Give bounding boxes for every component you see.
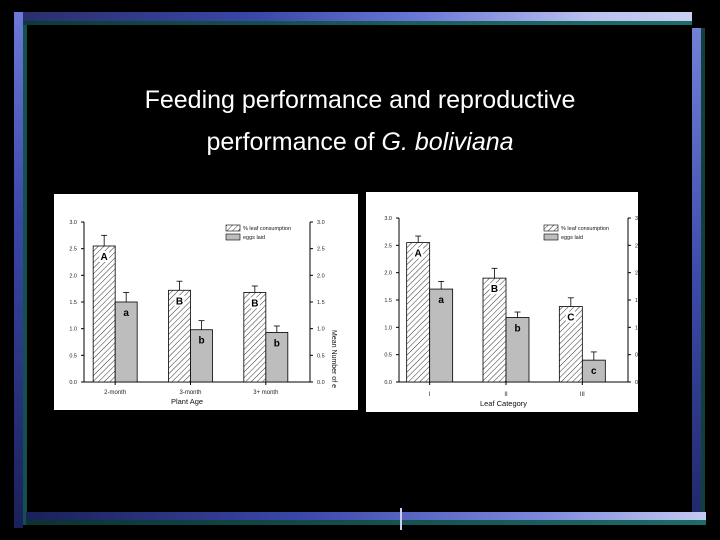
y-tick-label: 3.0 [384,216,392,222]
x-tick-label: III [580,392,585,398]
species-name: G. boliviana [381,128,514,156]
y-tick-label: 1.0 [384,325,392,331]
x-tick-label: II [504,392,508,398]
title-prefix: performance of [206,128,382,156]
y-tick-label-right: 3.0 [317,220,325,226]
y-tick-label-right: 2.5 [635,243,638,249]
y-tick-label-right: 0.0 [317,380,325,386]
y-tick-label-right: 1.5 [317,300,325,306]
y-tick-label: 0.5 [384,353,392,359]
y-tick-label: 3.0 [69,220,77,226]
significance-letter: A [101,252,108,263]
legend-swatch [225,224,241,232]
significance-letter: b [514,323,520,334]
legend-label: % leaf consumption [561,226,609,232]
y-tick-label-right: 1.5 [635,298,638,304]
legend-swatch [543,224,559,232]
significance-letter-bg [436,294,447,306]
significance-letter-bg [512,322,523,334]
plant-age-chart: 0.0 0.0 0.5 0.5 1.0 1.0 1.5 1.5 2.0 2.0 2.5 2.5 3.0 3… [54,194,358,410]
y-tick-label: 0.0 [69,380,77,386]
significance-letter: b [274,338,280,349]
top-decorative-bar [22,12,692,21]
top-decorative-bar-shadow [22,21,692,25]
legend-label: eggs laid [243,235,265,241]
significance-letter: b [198,336,204,347]
bottom-decorative-bar [26,512,706,520]
significance-letter-bg [413,247,424,259]
y-tick-label: 2.5 [384,243,392,249]
significance-letter: C [567,313,574,324]
y-tick-label-right: 1.0 [317,327,325,333]
y-tick-label: 2.5 [69,247,77,253]
y-tick-label-right: 2.5 [317,247,325,253]
significance-letter-bg [565,311,576,323]
significance-letter-bg [174,295,185,307]
bottom-decorative-tick [400,508,402,530]
left-decorative-bar-shadow [23,25,27,525]
significance-letter: B [251,298,258,309]
legend-swatch [225,233,241,241]
leaf-category-chart-svg: 0.0 0.0 0.5 0.5 1.0 1.0 1.5 1.5 2.0 2.0 2.5 2.5 3.0 3… [384,216,638,408]
y-tick-label: 1.5 [69,300,77,306]
significance-letter: a [438,295,444,306]
right-decorative-bar [692,28,701,520]
x-tick-label: I [429,392,431,398]
y-tick-label: 1.0 [69,327,77,333]
leaf-category-chart: 0.0 0.0 0.5 0.5 1.0 1.0 1.5 1.5 2.0 2.0 2.5 2.5 3.0 3… [366,192,638,412]
y-tick-label-right: 0.5 [635,353,638,359]
significance-letter: B [491,284,498,295]
significance-letter: A [415,249,422,260]
right-decorative-bar-shadow [701,28,705,520]
bar-leaf-consumption [92,245,116,383]
y-tick-label: 0.5 [69,353,77,359]
y-axis-label-right: Mean Number of e [330,330,337,388]
y-tick-label-right: 1.0 [635,325,638,331]
x-tick-label: 3+ month [253,390,278,396]
y-tick-label: 1.5 [384,298,392,304]
left-decorative-bar [14,12,23,528]
significance-letter-bg [588,365,599,377]
y-tick-label-right: 3.0 [635,216,638,222]
y-tick-label-right: 0.0 [635,380,638,386]
bottom-decorative-bar-shadow [26,520,706,525]
bar-eggs-laid [505,317,530,383]
plant-age-chart-svg: 0.0 0.0 0.5 0.5 1.0 1.0 1.5 1.5 2.0 2.0 2.5 2.5 3.0 3… [69,220,337,406]
significance-letter: a [123,308,129,319]
significance-letter-bg [249,297,260,309]
y-tick-label-right: 2.0 [635,271,638,277]
legend-label: % leaf consumption [243,226,291,232]
significance-letter-bg [99,251,110,262]
legend-swatch [543,233,559,241]
y-tick-label: 2.0 [384,271,392,277]
significance-letter-bg [121,307,132,318]
significance-letter-bg [271,337,282,349]
x-axis-label: Leaf Category [480,399,527,408]
significance-letter: B [176,296,183,307]
significance-letter-bg [489,283,500,295]
y-tick-label-right: 0.5 [317,353,325,359]
y-tick-label: 2.0 [69,273,77,279]
slide-title-line2: performance of G. boliviana [60,123,660,161]
significance-letter-bg [196,334,207,346]
significance-letter: c [591,366,597,377]
x-tick-label: 3-month [179,390,201,396]
bar-leaf-consumption [406,242,431,383]
y-tick-label-right: 2.0 [317,273,325,279]
y-tick-label: 0.0 [384,380,392,386]
x-tick-label: 2-month [104,390,126,396]
legend-label: eggs laid [561,235,583,241]
slide-title-line1: Feeding performance and reproductive [144,86,576,114]
x-axis-label: Plant Age [171,397,203,406]
